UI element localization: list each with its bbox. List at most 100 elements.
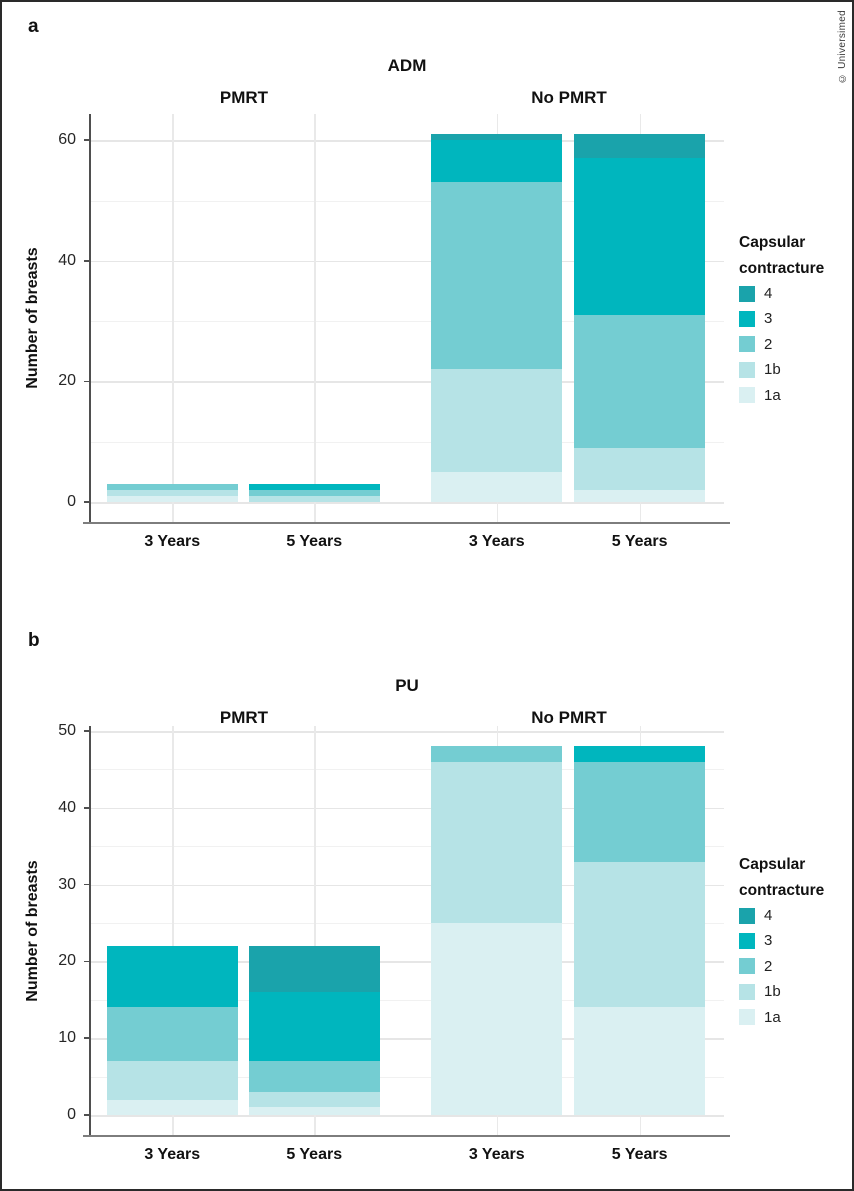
bar-segment-2 bbox=[106, 483, 238, 490]
legend-item-label: 1b bbox=[764, 983, 781, 1001]
legend-item-1a: 1a bbox=[739, 1009, 781, 1026]
y-tick-label: 20 bbox=[58, 372, 76, 390]
bar-facet1-5-years bbox=[574, 134, 706, 502]
y-tick-mark bbox=[84, 807, 90, 809]
panel-a: a ADM PMRT No PMRT Number of breasts 0 20 40 60 3… bbox=[2, 2, 852, 614]
legend-swatch-1a bbox=[739, 1009, 755, 1026]
bar-segment-4 bbox=[248, 946, 380, 993]
gridline-minor bbox=[90, 923, 724, 924]
bar-facet0-5-years bbox=[248, 946, 380, 1115]
bar-segment-4 bbox=[574, 134, 706, 159]
watermark-copyright: © Universimed bbox=[837, 10, 848, 84]
x-axis-line bbox=[83, 1135, 730, 1137]
legend-swatch-2 bbox=[739, 958, 755, 975]
chart-title: ADM bbox=[387, 56, 427, 75]
y-tick-label: 50 bbox=[58, 722, 76, 739]
y-axis-title: Number of breasts bbox=[24, 247, 41, 389]
bar-segment-3 bbox=[248, 483, 380, 490]
legend: Capsular contracture 4 3 2 1b 1a bbox=[739, 852, 852, 1042]
y-tick-mark bbox=[84, 960, 90, 963]
bar-segment-1b bbox=[106, 1061, 238, 1100]
chart-title: PU bbox=[395, 676, 419, 695]
legend-item-2: 2 bbox=[739, 336, 772, 353]
y-tick-label: 40 bbox=[58, 798, 76, 816]
x-tick-label: 5 Years bbox=[286, 1146, 343, 1163]
legend-item-3: 3 bbox=[739, 932, 772, 949]
y-tick-label: 20 bbox=[58, 952, 76, 970]
bar-segment-1a bbox=[106, 1099, 238, 1115]
legend-item-2: 2 bbox=[739, 958, 772, 975]
y-tick-mark bbox=[84, 380, 90, 383]
bar-segment-1b bbox=[248, 495, 380, 502]
legend-swatch-4 bbox=[739, 285, 755, 302]
bar-facet1-3-years bbox=[431, 134, 563, 502]
panel-b: b PU PMRT No PMRT Number of breasts 0 10 20 30 40… bbox=[2, 614, 852, 1189]
x-tick-label: 3 Years bbox=[144, 533, 201, 550]
panel-label: b bbox=[28, 630, 40, 651]
bar-facet0-3-years bbox=[106, 483, 238, 502]
gridline-major bbox=[90, 884, 724, 887]
gridline-major bbox=[90, 1115, 724, 1117]
legend-item-label: 2 bbox=[764, 957, 773, 975]
bar-segment-3 bbox=[106, 946, 238, 1008]
legend-swatch-1a bbox=[739, 387, 755, 404]
bar-segment-1a bbox=[574, 489, 706, 502]
gridline-vertical bbox=[314, 726, 316, 1135]
bar-segment-3 bbox=[574, 746, 706, 762]
gridline-major bbox=[90, 502, 724, 504]
bar-facet1-3-years bbox=[431, 746, 563, 1115]
y-axis-line bbox=[89, 114, 91, 522]
y-tick-mark bbox=[84, 260, 90, 262]
bar-segment-1a bbox=[248, 1107, 380, 1115]
y-tick-mark bbox=[84, 730, 90, 732]
gridline-minor bbox=[90, 999, 724, 1001]
x-axis-line bbox=[83, 522, 730, 524]
x-tick-label: 3 Years bbox=[468, 1146, 525, 1163]
bar-facet0-5-years bbox=[248, 483, 380, 502]
legend-item-1a: 1a bbox=[739, 387, 781, 404]
gridline-major bbox=[90, 381, 724, 383]
legend-swatch-1b bbox=[739, 983, 755, 1000]
gridline-major bbox=[90, 1038, 724, 1040]
legend-item-4: 4 bbox=[739, 285, 772, 302]
x-tick-label: 3 Years bbox=[144, 1146, 201, 1163]
bar-segment-4 bbox=[431, 134, 563, 141]
bar-facet0-3-years bbox=[106, 946, 238, 1115]
bar-segment-2 bbox=[106, 1007, 238, 1062]
gridline-major bbox=[90, 731, 724, 733]
y-tick-mark bbox=[84, 1037, 90, 1039]
gridline-vertical bbox=[314, 114, 316, 522]
bar-segment-3 bbox=[574, 158, 706, 316]
legend-title: Capsular contracture bbox=[739, 234, 825, 277]
y-tick-mark bbox=[84, 501, 90, 503]
legend-item-1b: 1b bbox=[739, 361, 781, 378]
gridline-vertical bbox=[172, 114, 174, 522]
x-tick-label: 5 Years bbox=[286, 533, 343, 550]
legend-swatch-3 bbox=[739, 310, 755, 327]
y-tick-label: 0 bbox=[67, 493, 76, 510]
legend-swatch-1b bbox=[739, 361, 755, 378]
bar-segment-1a bbox=[431, 471, 563, 502]
legend-item-4: 4 bbox=[739, 907, 772, 924]
legend-item-label: 2 bbox=[764, 335, 773, 353]
bar-segment-1b bbox=[574, 447, 706, 490]
bar-segment-1b bbox=[574, 861, 706, 1008]
facet-label-1: No PMRT bbox=[531, 88, 607, 107]
legend-item-label: 3 bbox=[764, 932, 773, 950]
y-axis-line bbox=[89, 726, 91, 1135]
gridline-major bbox=[90, 807, 724, 810]
y-tick-label: 60 bbox=[58, 131, 76, 149]
gridline-minor bbox=[90, 846, 724, 848]
bar-segment-3 bbox=[248, 992, 380, 1062]
gridline-major bbox=[90, 961, 724, 963]
legend-item-3: 3 bbox=[739, 310, 772, 327]
bar-facet1-5-years bbox=[574, 746, 706, 1115]
y-tick-label: 30 bbox=[58, 875, 76, 893]
y-tick-mark bbox=[84, 883, 90, 886]
legend-item-label: 4 bbox=[764, 907, 773, 924]
bar-segment-2 bbox=[248, 1061, 380, 1092]
bar-segment-1b bbox=[248, 1091, 380, 1108]
gridline-minor bbox=[90, 769, 724, 771]
gridline-vertical bbox=[172, 726, 174, 1135]
bar-segment-1a bbox=[431, 922, 563, 1115]
